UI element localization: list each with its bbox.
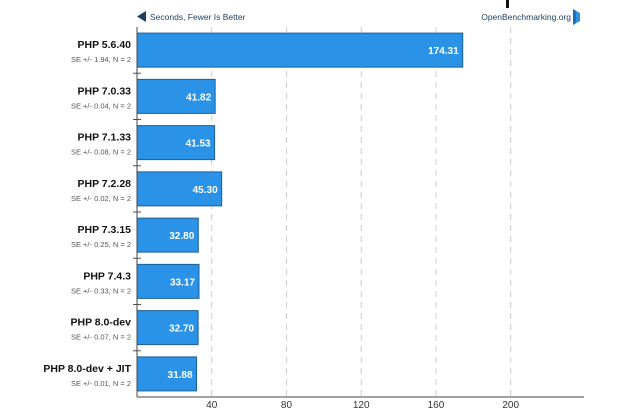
error-label: SE +/- 1.94, N = 2 (71, 55, 131, 64)
brand-logo-icon (573, 9, 580, 25)
bar (136, 171, 223, 207)
left-arrow-icon (137, 11, 146, 22)
category-label: PHP 8.0-dev (70, 317, 131, 329)
x-tick-label: 200 (502, 400, 519, 411)
category-label: PHP 7.4.3 (83, 270, 131, 282)
x-tick-label: 160 (428, 400, 445, 411)
bar (136, 263, 200, 299)
bar-value-label: 31.88 (168, 370, 193, 381)
bar-value-label: 41.53 (186, 139, 211, 150)
brand-label: OpenBenchmarking.org (481, 12, 571, 22)
error-label: SE +/- 0.25, N = 2 (71, 240, 131, 249)
direction-label: Seconds, Fewer Is Better (150, 12, 246, 22)
category-label: PHP 7.1.33 (77, 132, 131, 144)
error-label: SE +/- 0.07, N = 2 (71, 333, 131, 342)
error-label: SE +/- 0.02, N = 2 (71, 194, 131, 203)
category-label: PHP 7.3.15 (77, 224, 131, 236)
error-label: SE +/- 0.04, N = 2 (71, 101, 131, 110)
grid-lines (211, 27, 512, 397)
error-label: SE +/- 0.08, N = 2 (71, 148, 131, 157)
bar (136, 310, 199, 346)
bars-group: 174.31 41.82 41.53 45.30 32.80 33.17 32.70 31.8… (136, 32, 464, 392)
bar-value-label: 45.30 (193, 185, 218, 196)
error-label: SE +/- 0.33, N = 2 (71, 286, 131, 295)
error-label: SE +/- 0.01, N = 2 (71, 379, 131, 388)
category-label: PHP 7.2.28 (77, 178, 131, 190)
chart-header: Seconds, Fewer Is Better OpenBenchmarkin… (137, 9, 580, 25)
bar (136, 356, 198, 392)
axis-group: 40 80 120 160 200 PHP 5.6.40 SE +/- 1.94, N = … (43, 27, 584, 411)
bar-value-label: 32.80 (169, 231, 194, 242)
category-label: PHP 8.0-dev + JIT (43, 363, 131, 375)
category-label: PHP 5.6.40 (77, 39, 131, 51)
category-label: PHP 7.0.33 (77, 85, 131, 97)
bar-value-label: 33.17 (170, 277, 195, 288)
bar (136, 78, 216, 114)
bar (136, 32, 464, 68)
x-tick-label: 40 (206, 400, 218, 411)
bar (136, 217, 199, 253)
bar-value-label: 32.70 (169, 324, 194, 335)
corner-mark (506, 0, 509, 8)
bar-value-label: 41.82 (186, 92, 211, 103)
bar (136, 125, 216, 161)
x-tick-label: 80 (281, 400, 293, 411)
bar-value-label: 174.31 (428, 46, 459, 57)
x-tick-label: 120 (353, 400, 370, 411)
